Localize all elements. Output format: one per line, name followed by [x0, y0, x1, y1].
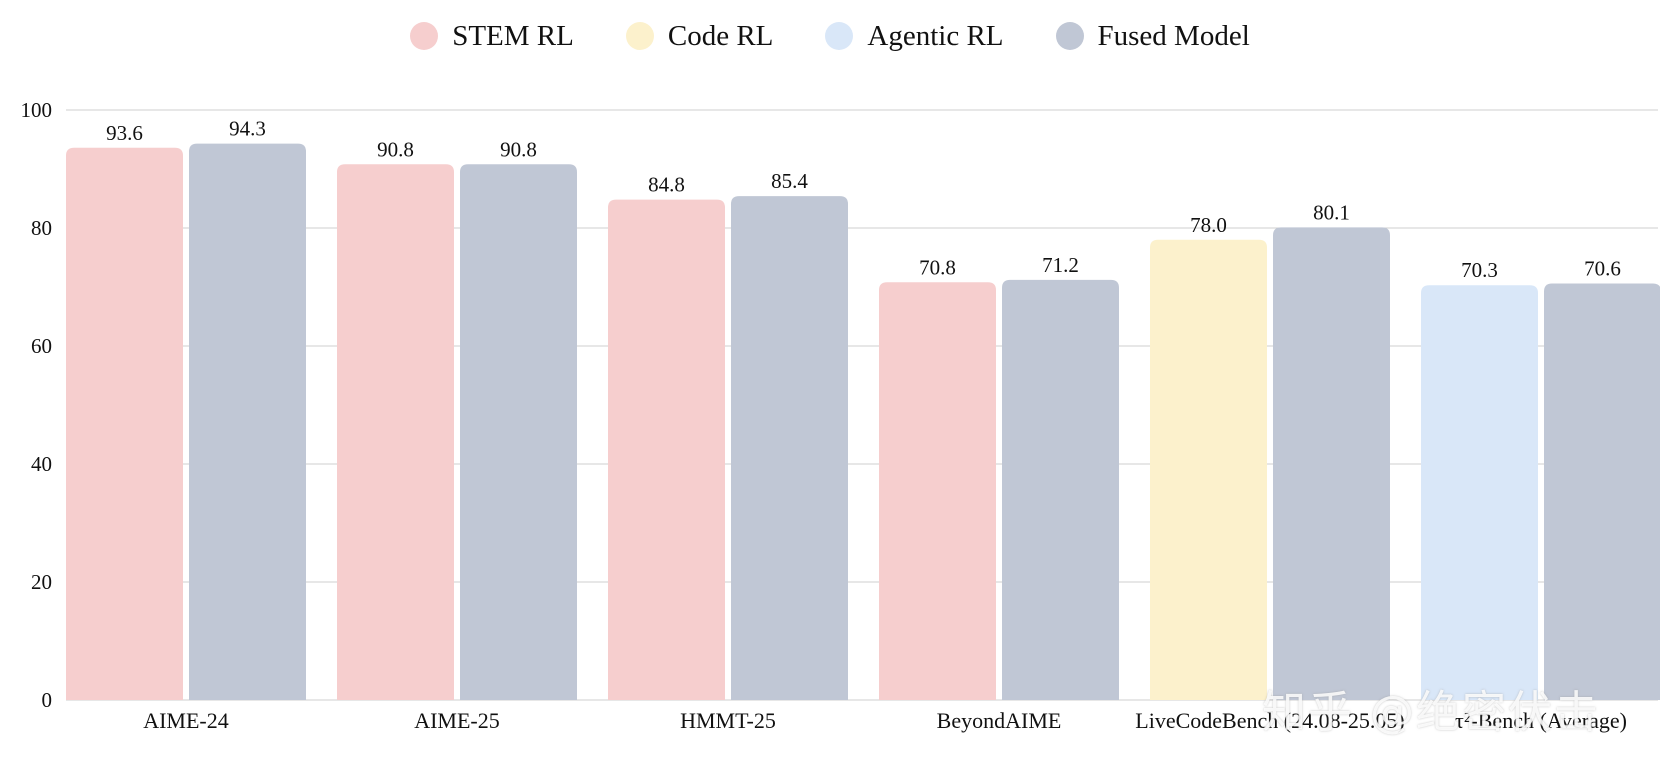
- y-tick-label: 20: [31, 570, 52, 594]
- legend-item-fused-model: Fused Model: [1055, 19, 1250, 53]
- x-tick-label: HMMT-25: [680, 708, 776, 733]
- legend-label-agentic-rl: Agentic RL: [867, 19, 1004, 52]
- legend-swatch-fused-model: [1055, 22, 1084, 50]
- bar-fused-model: [189, 143, 306, 700]
- bar-fused-model: [1273, 227, 1390, 700]
- data-label: 70.3: [1461, 258, 1498, 282]
- data-label: 94.3: [229, 117, 266, 141]
- y-tick-label: 40: [31, 452, 52, 476]
- legend-label-code-rl: Code RL: [667, 19, 774, 52]
- data-label: 70.6: [1584, 256, 1621, 280]
- y-tick-label: 0: [42, 688, 53, 712]
- data-label: 84.8: [648, 173, 685, 197]
- bar-fused-model: [731, 196, 848, 700]
- legend-swatch-stem-rl: [410, 22, 439, 50]
- y-tick-label: 60: [31, 334, 52, 358]
- data-label: 71.2: [1042, 253, 1079, 277]
- bar-code-rl: [1150, 239, 1267, 701]
- data-label: 93.6: [106, 121, 143, 145]
- legend-label-fused-model: Fused Model: [1097, 19, 1250, 52]
- bar-agentic-rl: [1421, 285, 1538, 700]
- bar-fused-model: [1002, 279, 1119, 700]
- x-tick-label: AIME-25: [414, 708, 500, 733]
- legend-item-agentic-rl: Agentic RL: [825, 19, 1004, 53]
- legend-swatch-code-rl: [625, 22, 654, 50]
- legend-item-code-rl: Code RL: [625, 19, 774, 53]
- bar-stem-rl: [337, 164, 454, 700]
- x-tick-label: LiveCodeBench (24.08-25.05): [1135, 708, 1404, 733]
- data-label: 70.8: [919, 255, 956, 279]
- legend-item-stem-rl: STEM RL: [410, 20, 574, 53]
- bar-stem-rl: [879, 282, 996, 700]
- watermark-text: 知乎 @绝密伏击: [1262, 687, 1600, 738]
- bar-fused-model: [1544, 283, 1660, 700]
- chart-legend: STEM RL Code RL Agentic RL Fused Model: [0, 14, 1660, 58]
- data-label: 90.8: [377, 137, 414, 161]
- data-label: 85.4: [771, 169, 808, 193]
- bar-stem-rl: [66, 147, 183, 700]
- bar-fused-model: [460, 164, 577, 700]
- data-label: 80.1: [1313, 200, 1350, 224]
- legend-label-stem-rl: STEM RL: [452, 19, 574, 52]
- y-tick-label: 100: [21, 98, 53, 122]
- legend-swatch-agentic-rl: [825, 22, 854, 50]
- x-tick-label: BeyondAIME: [937, 708, 1062, 733]
- data-label: 90.8: [500, 137, 537, 161]
- data-label: 78.0: [1190, 213, 1227, 237]
- x-tick-label: τ²-Bench (Average): [1455, 708, 1627, 733]
- x-tick-label: AIME-24: [143, 708, 229, 733]
- bar-stem-rl: [608, 199, 725, 700]
- y-tick-label: 80: [31, 216, 52, 240]
